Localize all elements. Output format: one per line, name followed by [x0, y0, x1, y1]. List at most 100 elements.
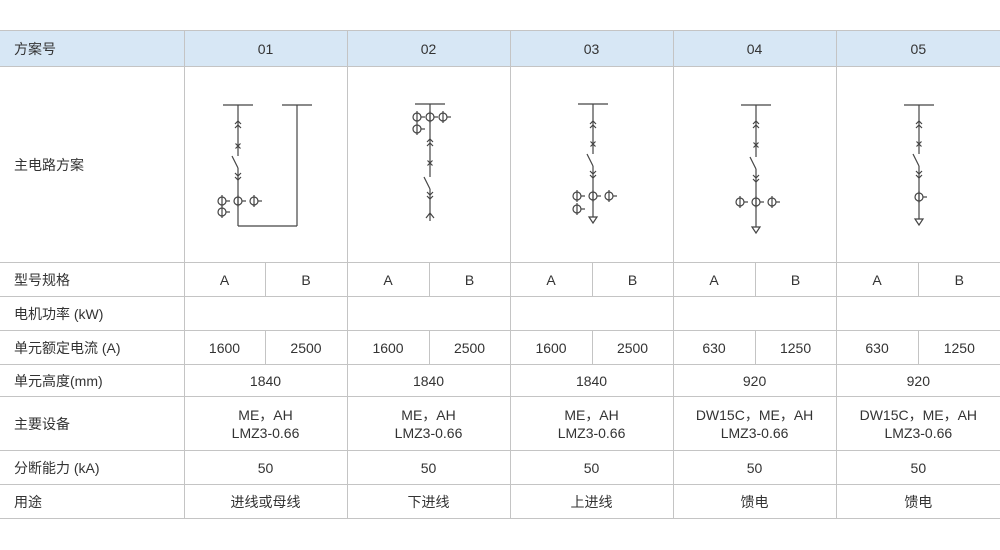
scheme-number: 01	[183, 30, 348, 67]
breaking-cell: 50	[183, 450, 348, 485]
arrow-up-icon	[425, 212, 434, 219]
use-cell: 馈电	[672, 484, 837, 519]
switch-blade-icon	[912, 153, 920, 167]
type-row: 型号规格 A B A B A B A B A B	[0, 262, 1000, 297]
circuit-diagram-05	[903, 104, 934, 227]
current-cell: 1600	[509, 330, 593, 365]
type-cell: B	[264, 262, 348, 297]
breaker-icon	[752, 142, 759, 148]
switch-blade-icon	[230, 155, 239, 169]
power-cell	[183, 296, 348, 331]
circuit-diagram-01	[216, 104, 312, 227]
use-cell: 馈电	[835, 484, 1000, 519]
switch-blade-icon	[585, 153, 594, 167]
breaker-icon	[426, 160, 433, 166]
equipment-cell: ME，AH LMZ3-0.66	[183, 396, 348, 451]
breaker-icon	[234, 143, 241, 149]
equipment-cell: DW15C，ME，AH LMZ3-0.66	[672, 396, 837, 451]
row-label: 方案号	[0, 30, 185, 67]
arrow-down-icon	[750, 226, 761, 235]
circuit-diagram-02	[411, 103, 451, 221]
row-label: 单元额定电流 (A)	[0, 330, 185, 365]
equipment-line: LMZ3-0.66	[720, 424, 789, 441]
scheme-table: 方案号 01 02 03 04 05 主电路方案 型号规格 A B A B A …	[0, 30, 1000, 519]
current-cell: 1600	[183, 330, 266, 365]
plug-contact-icon	[915, 170, 922, 179]
height-cell: 1840	[509, 364, 674, 397]
diagram-row: 主电路方案	[0, 66, 1000, 263]
type-cell: A	[835, 262, 919, 297]
scheme-number: 02	[346, 30, 511, 67]
current-cell: 630	[672, 330, 756, 365]
equipment-line: LMZ3-0.66	[884, 424, 953, 441]
use-cell: 下进线	[346, 484, 511, 519]
equipment-line: DW15C，ME，AH	[859, 406, 978, 423]
current-cell: 1250	[754, 330, 837, 365]
equipment-line: ME，AH	[401, 406, 456, 423]
use-cell: 上进线	[509, 484, 674, 519]
type-cell: A	[509, 262, 593, 297]
breaking-cell: 50	[509, 450, 674, 485]
current-cell: 630	[835, 330, 919, 365]
circuit-diagram-04	[734, 104, 780, 235]
current-row: 单元额定电流 (A) 1600 2500 1600 2500 1600 2500…	[0, 330, 1000, 365]
use-row: 用途 进线或母线 下进线 上进线 馈电 馈电	[0, 484, 1000, 519]
equipment-cell: ME，AH LMZ3-0.66	[509, 396, 674, 451]
equipment-line: DW15C，ME，AH	[695, 406, 814, 423]
equipment-line: LMZ3-0.66	[557, 424, 626, 441]
breaking-cell: 50	[346, 450, 511, 485]
use-cell: 进线或母线	[183, 484, 348, 519]
row-label: 用途	[0, 484, 185, 519]
type-cell: B	[428, 262, 511, 297]
circuit-diagram-cell	[835, 66, 1000, 263]
equipment-cell: ME，AH LMZ3-0.66	[346, 396, 511, 451]
type-cell: A	[672, 262, 756, 297]
height-cell: 920	[672, 364, 837, 397]
plug-contact-icon	[426, 191, 433, 200]
current-cell: 2500	[591, 330, 674, 365]
breaker-icon	[589, 141, 596, 147]
circuit-diagram-03	[571, 103, 617, 225]
current-cell: 1600	[346, 330, 430, 365]
switch-blade-icon	[422, 176, 431, 190]
type-cell: A	[183, 262, 266, 297]
equipment-line: ME，AH	[564, 406, 619, 423]
power-cell	[672, 296, 837, 331]
row-label: 单元高度(mm)	[0, 364, 185, 397]
row-label: 分断能力 (kA)	[0, 450, 185, 485]
plug-contact-icon	[752, 120, 759, 129]
plug-contact-icon	[752, 174, 759, 183]
equipment-line: LMZ3-0.66	[394, 424, 463, 441]
current-cell: 2500	[428, 330, 511, 365]
scheme-number: 04	[672, 30, 837, 67]
height-cell: 1840	[183, 364, 348, 397]
height-cell: 1840	[346, 364, 511, 397]
switch-blade-icon	[749, 156, 757, 170]
plug-contact-icon	[589, 170, 596, 179]
row-label: 主要设备	[0, 396, 185, 451]
plug-contact-icon	[234, 120, 241, 129]
circuit-diagram-cell	[509, 66, 674, 263]
row-label: 主电路方案	[0, 66, 185, 263]
power-cell	[346, 296, 511, 331]
breaker-icon	[915, 141, 922, 147]
type-cell: B	[591, 262, 674, 297]
arrow-down-icon	[587, 216, 598, 225]
height-cell: 920	[835, 364, 1000, 397]
type-cell: B	[754, 262, 837, 297]
power-cell	[835, 296, 1000, 331]
power-cell	[509, 296, 674, 331]
breaking-row: 分断能力 (kA) 50 50 50 50 50	[0, 450, 1000, 485]
equipment-row: 主要设备 ME，AH LMZ3-0.66 ME，AH LMZ3-0.66 ME，AH…	[0, 396, 1000, 451]
equipment-line: LMZ3-0.66	[231, 424, 300, 441]
power-row: 电机功率 (kW)	[0, 296, 1000, 331]
row-label: 型号规格	[0, 262, 185, 297]
header-row: 方案号 01 02 03 04 05	[0, 30, 1000, 67]
scheme-number: 05	[835, 30, 1000, 67]
plug-contact-icon	[589, 120, 596, 129]
type-cell: A	[346, 262, 430, 297]
plug-contact-icon	[915, 120, 922, 129]
breaking-cell: 50	[835, 450, 1000, 485]
current-cell: 1250	[917, 330, 1000, 365]
circuit-diagram-cell	[346, 66, 511, 263]
